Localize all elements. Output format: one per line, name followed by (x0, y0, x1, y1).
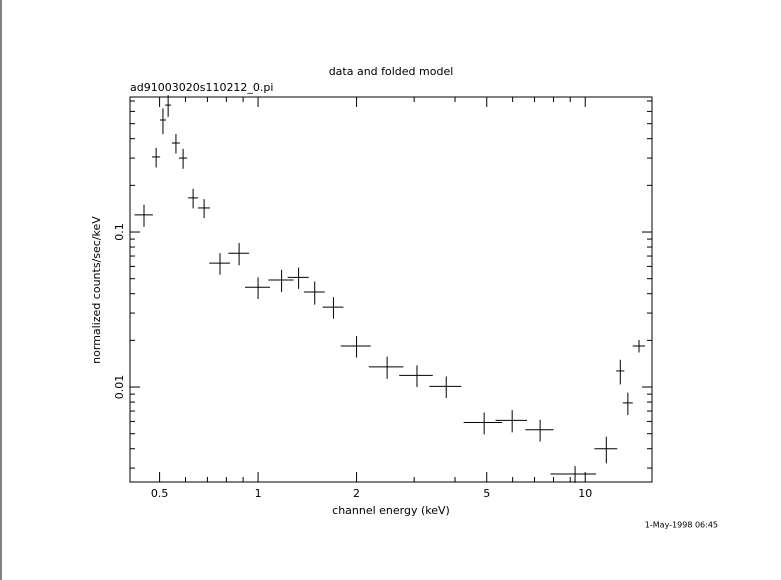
x-tick-label: 10 (578, 487, 592, 500)
x-tick-label: 2 (353, 487, 360, 500)
x-tick-label: 5 (483, 487, 490, 500)
y-axis-label: normalized counts/sec/keV (90, 216, 103, 364)
x-axis-label: channel energy (keV) (332, 504, 450, 517)
x-tick-label: 1 (255, 487, 262, 500)
plot-frame (129, 96, 653, 483)
y-tick-label: 0.1 (113, 223, 126, 241)
chart-title: data and folded model (329, 65, 454, 78)
x-tick-label: 0.5 (151, 487, 169, 500)
timestamp: 1-May-1998 06:45 (645, 521, 718, 530)
chart-subtitle: ad91003020s110212_0.pi (130, 81, 273, 94)
y-tick-label: 0.01 (113, 375, 126, 400)
